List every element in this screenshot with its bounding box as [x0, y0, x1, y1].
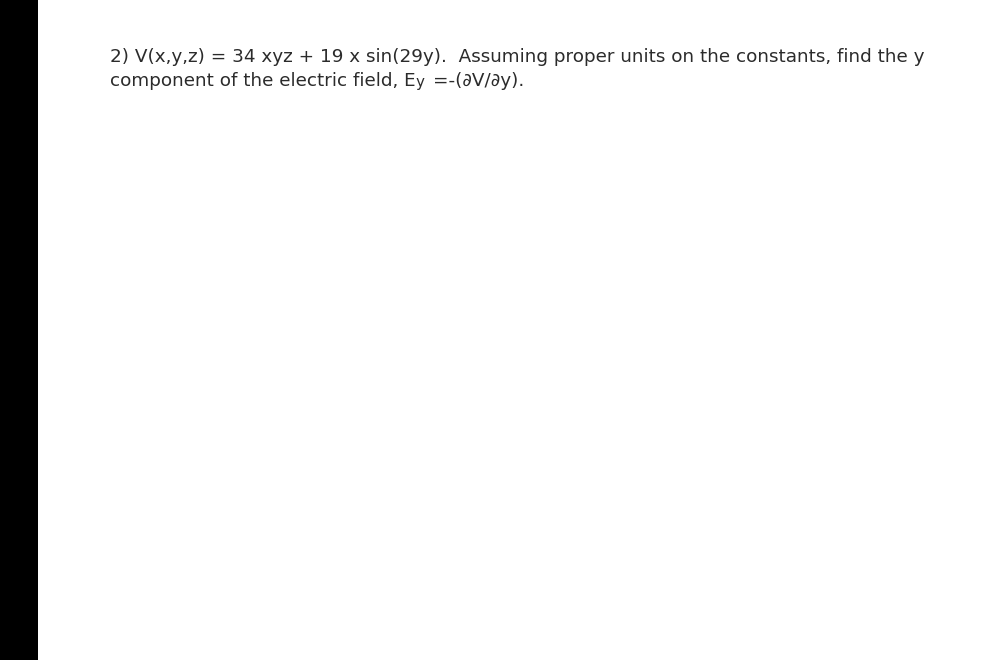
- Bar: [0, 0, 38, 660]
- Text: =-(∂V/∂y).: =-(∂V/∂y).: [433, 72, 525, 90]
- Text: y: y: [415, 75, 424, 90]
- Text: component of the electric field, E: component of the electric field, E: [110, 72, 415, 90]
- Text: 2) V(x,y,z) = 34 xyz + 19 x sin(29y).  Assuming proper units on the constants, f: 2) V(x,y,z) = 34 xyz + 19 x sin(29y). As…: [110, 48, 924, 66]
